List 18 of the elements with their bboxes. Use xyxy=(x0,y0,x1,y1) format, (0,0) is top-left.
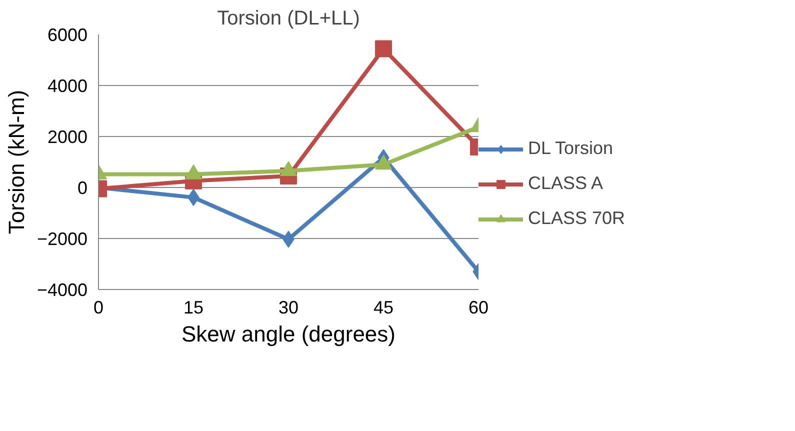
legend-label: DL Torsion xyxy=(528,138,614,159)
x-axis-title: Skew angle (degrees) xyxy=(181,322,396,346)
y-tick-label: 0 xyxy=(77,178,88,198)
y-tick-label: 4000 xyxy=(47,76,88,96)
x-tick-label: 0 xyxy=(93,298,104,318)
y-tick-label: −2000 xyxy=(36,229,88,249)
chart-title: Torsion (DL+LL) xyxy=(217,8,360,30)
legend-label: CLASS A xyxy=(528,173,604,194)
y-tick-label: 6000 xyxy=(47,25,88,45)
point xyxy=(375,40,392,58)
y-axis-title: Torsion (kN-m) xyxy=(4,90,29,234)
x-tick-label: 15 xyxy=(183,298,204,318)
y-tick-label: 2000 xyxy=(47,127,88,147)
x-tick-label: 45 xyxy=(373,298,394,318)
y-tick-label: −4000 xyxy=(36,280,88,300)
x-tick-label: 30 xyxy=(278,298,299,318)
legend-label: CLASS 70R xyxy=(528,208,626,229)
x-tick-label: 60 xyxy=(468,298,489,318)
